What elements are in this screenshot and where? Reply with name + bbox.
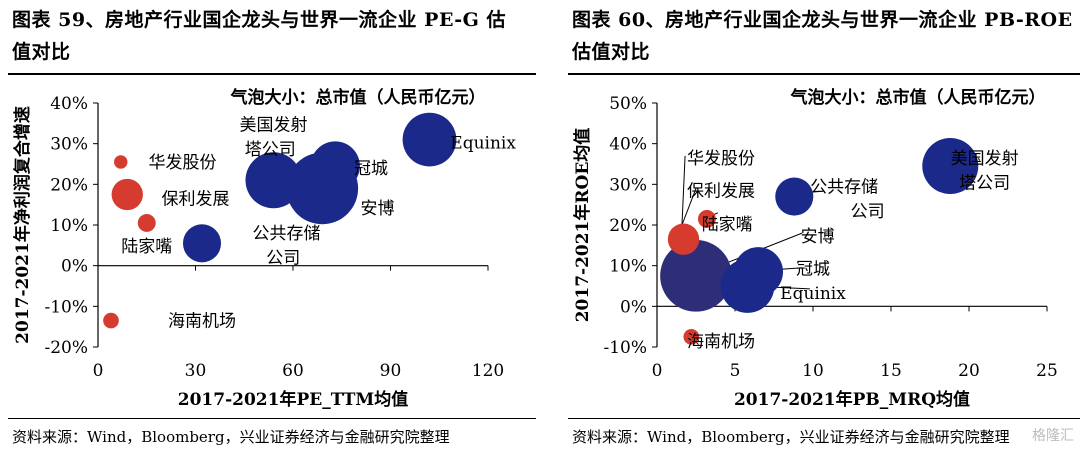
point-label: 保利发展 [162, 190, 230, 210]
point-label: 公司 [266, 249, 300, 269]
leader-line [681, 188, 697, 226]
y-tick-label: 30% [609, 175, 647, 195]
y-axis-title: 2017-2021年ROE均值 [572, 128, 593, 323]
bubble [733, 247, 784, 297]
point-label: 陆家嘴 [702, 215, 753, 235]
bubble [310, 141, 360, 191]
point-label: 华发股份 [687, 149, 755, 169]
source-note: 资料来源：Wind，Bloomberg，兴业证券经济与金融研究院整理 [572, 428, 1010, 446]
y-tick-label: 40% [50, 94, 88, 114]
y-tick-label: 20% [50, 175, 88, 195]
point-label: 塔公司 [245, 140, 296, 160]
point-label: 公司 [851, 202, 885, 222]
bubble-size-note: 气泡大小：总市值（人民币亿元） [790, 87, 1046, 108]
watermark-logo: 格隆汇 [1032, 425, 1074, 445]
point-label: 塔公司 [959, 173, 1010, 193]
y-tick-label: -10% [44, 297, 88, 317]
x-tick-label: 5 [730, 361, 741, 381]
point-label: 安博 [361, 199, 395, 219]
x-tick-label: 0 [93, 361, 104, 381]
bubble-size-note: 气泡大小：总市值（人民币亿元） [230, 87, 486, 108]
point-label: 美国发射 [951, 149, 1019, 169]
x-tick-label: 60 [282, 361, 304, 381]
point-label: Equinix [450, 133, 516, 153]
figure-59-title: 图表 59、房地产行业国企龙头与世界一流企业 PE-G 估值对比 [12, 9, 507, 63]
point-label: 公共存储 [810, 177, 878, 197]
bottom-rule [568, 418, 1080, 419]
x-tick-label: 30 [185, 361, 207, 381]
bubble [111, 178, 143, 211]
y-tick-label: -10% [603, 338, 647, 358]
x-tick-label: 90 [380, 361, 402, 381]
y-tick-label: 40% [609, 135, 647, 155]
bubble [673, 230, 688, 244]
bubble [114, 155, 128, 169]
watermark-text: 格隆汇 [1032, 428, 1074, 444]
bubble [697, 209, 716, 228]
y-tick-label: 20% [609, 216, 647, 236]
point-label: 海南机场 [687, 332, 755, 352]
y-axis-title: 2017-2021年净利润复合增速 [12, 106, 33, 344]
bubble [775, 177, 814, 216]
point-label: Equinix [780, 284, 846, 304]
y-tick-label: 10% [50, 216, 88, 236]
point-label: 冠城 [354, 159, 388, 179]
point-label: 冠城 [796, 260, 830, 280]
point-label: 美国发射 [240, 116, 308, 136]
y-tick-label: -20% [44, 338, 88, 358]
bubble [182, 224, 222, 263]
pe-g-bubble-chart: 40% 30% 20% 10% 0% -10% -20%0 30 60 90 120 2017-202… [12, 87, 516, 410]
x-tick-label: 10 [802, 361, 824, 381]
bubble [660, 239, 732, 312]
bottom-rule [8, 418, 536, 419]
x-tick-label: 25 [1036, 361, 1058, 381]
x-tick-label: 120 [472, 361, 504, 381]
bubble [137, 214, 156, 232]
x-tick-label: 15 [880, 361, 902, 381]
bubble [245, 152, 302, 209]
point-label: 保利发展 [687, 181, 755, 201]
figure-60-title: 图表 60、房地产行业国企龙头与世界一流企业 PB-ROE 估值对比 [572, 9, 1073, 63]
bubble [683, 328, 700, 345]
point-label: 海南机场 [168, 312, 236, 332]
y-tick-label: 10% [609, 257, 647, 277]
point-label: 公共存储 [253, 224, 321, 244]
source-note: 资料来源：Wind，Bloomberg，兴业证券经济与金融研究院整理 [12, 428, 450, 446]
y-tick-label: 50% [609, 94, 647, 114]
x-axis-title: 2017-2021年PB_MRQ均值 [734, 389, 970, 410]
bubble [103, 312, 119, 329]
bubble [922, 138, 979, 195]
y-tick-label: 0% [61, 257, 88, 277]
point-label: 陆家嘴 [121, 237, 172, 257]
point-label: 安博 [801, 227, 835, 247]
y-tick-label: 30% [50, 135, 88, 155]
top-rule [568, 73, 1080, 75]
x-tick-label: 0 [652, 361, 663, 381]
y-tick-label: 0% [620, 297, 647, 317]
x-axis-title: 2017-2021年PE_TTM均值 [178, 389, 408, 410]
pb-roe-bubble-chart: 50% 40% 30% 20% 10% 0% -10%0 5 10 15 20 25 2017-2021… [572, 87, 1058, 410]
leader-line [681, 155, 686, 226]
x-tick-label: 20 [958, 361, 980, 381]
point-label: 华发股份 [149, 153, 217, 173]
left-figure-panel: 图表 59、房地产行业国企龙头与世界一流企业 PE-G 估值对比 40% 30% 2… [8, 9, 536, 446]
bubble [402, 112, 457, 167]
top-rule [8, 73, 536, 75]
right-figure-panel: 图表 60、房地产行业国企龙头与世界一流企业 PB-ROE 估值对比 50% 40… [560, 0, 1080, 455]
